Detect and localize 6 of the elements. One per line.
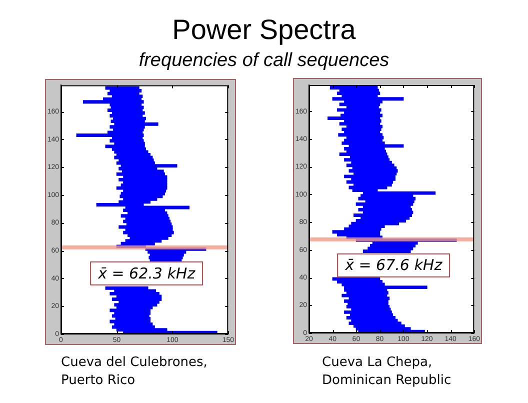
chart-subtitle: frequencies of call sequences: [138, 50, 390, 72]
text: Cueva del Culebrones, Puerto Rico: [61, 354, 208, 390]
ref-line-label: x̄ = 67.6 kHz: [344, 256, 444, 274]
ref-line-label: x̄ = 62.3 kHz: [97, 264, 196, 282]
text: Cueva La Chepa, Dominican Republic: [322, 354, 452, 390]
chart-title: Power Spectra: [171, 14, 357, 46]
